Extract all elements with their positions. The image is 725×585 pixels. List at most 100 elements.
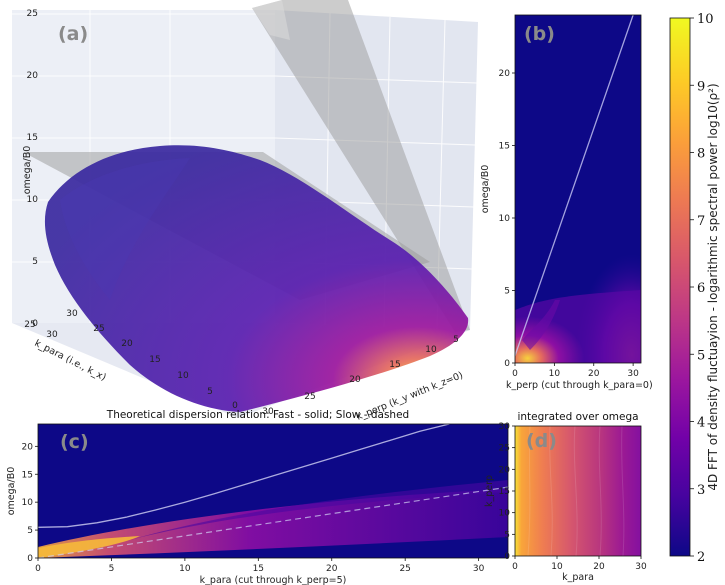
- y-tick-label: 10: [425, 345, 437, 355]
- y-tick-label: 5: [453, 335, 459, 345]
- y-tick-label: 5: [504, 530, 510, 540]
- spectral-power-volume-haze: [60, 158, 190, 300]
- panel-c-x-label: k_para (cut through k_perp=5): [200, 575, 347, 585]
- y-tick-label: 20: [22, 442, 34, 452]
- x-tick-label: 0: [35, 564, 41, 574]
- panel-b-y-ticks: 0 5 10 15 20: [499, 69, 515, 369]
- z-tick-label: 5: [32, 257, 38, 267]
- panel-a-y-ticks: 5 10 15 20 25 30: [262, 335, 459, 417]
- y-tick-label: 10: [499, 214, 511, 224]
- x-tick-label-back: 30: [46, 330, 58, 340]
- colorbar-tick-label: 7: [697, 214, 705, 229]
- panel-a-z-label: omega/B0: [22, 146, 33, 195]
- panel-d-contours: [527, 425, 625, 557]
- colorbar: 2 3 4 5 6 7 8 9 10 4D FFT of density fluctuayion…: [669, 12, 720, 565]
- colorbar-tick-label: 8: [697, 147, 705, 162]
- z-tick-label: 0: [32, 319, 38, 329]
- x-tick-label: 5: [109, 564, 115, 574]
- x-tick-label: 20: [588, 369, 600, 379]
- y-tick-label: 5: [504, 287, 510, 297]
- x-tick-label: 0: [512, 369, 518, 379]
- panel-b-x-ticks: 0 10 20 30: [512, 363, 639, 379]
- panel-c-tag: (c): [60, 431, 89, 453]
- y-tick-label: 10: [499, 509, 511, 519]
- x-tick-label: 20: [593, 562, 605, 572]
- panel-b-heat: [515, 196, 641, 363]
- y-tick-label: 15: [499, 487, 510, 497]
- x-tick-label: 0: [512, 562, 518, 572]
- y-tick-label: 10: [22, 498, 34, 508]
- panel-c-hot-core: [38, 536, 140, 558]
- panel-a-tag: (a): [58, 23, 88, 45]
- panel-c: 0 5 10 15 20 25 30 0 5 10 15 20 (c) k_para (cut th…: [6, 423, 509, 585]
- fast-mode-surface-edge: [252, 0, 290, 40]
- panel-d-tag: (d): [526, 430, 557, 452]
- panel-d-background: [515, 426, 641, 556]
- panel-b: 0 10 20 30 0 5 10 15 20 (b) k_perp (cut through…: [480, 14, 653, 391]
- y-tick-label: 0: [504, 359, 510, 369]
- y-tick-label: 20: [349, 375, 361, 385]
- x-tick-label: 10: [549, 369, 561, 379]
- y-tick-label: 0: [27, 554, 33, 564]
- z-tick-label: 25: [27, 9, 38, 19]
- colorbar-tick-label: 10: [697, 12, 714, 27]
- z-tick-label: 15: [27, 133, 38, 143]
- x-tick-label: 30: [473, 564, 485, 574]
- y-tick-label: 0: [504, 552, 510, 562]
- panel-c-x-ticks: 0 5 10 15 20 25 30: [35, 558, 485, 574]
- colorbar-gradient: [669, 17, 691, 557]
- y-tick-label: 25: [304, 392, 315, 402]
- colorbar-tick-label: 5: [697, 348, 705, 363]
- panel-d-x-ticks: 0 10 20 30: [512, 556, 647, 572]
- x-tick-label: 30: [66, 309, 78, 319]
- x-tick-label: 10: [551, 562, 563, 572]
- colorbar-tick-label: 6: [697, 281, 705, 296]
- panel-a-title: Theoretical dispersion relation: Fast - …: [106, 409, 409, 421]
- panel-d-title: integrated over omega: [517, 411, 638, 423]
- x-tick-label: 5: [207, 387, 213, 397]
- panel-b-hot-corner: [515, 270, 641, 363]
- y-tick-label: 25: [499, 444, 510, 454]
- panel-c-slow-wedge: [38, 489, 508, 558]
- x-tick-label: 10: [177, 371, 189, 381]
- panel-d-y-label: k_perp: [484, 475, 495, 507]
- panel-c-fast-mode-line: [37, 423, 450, 528]
- y-tick-label: 15: [389, 360, 400, 370]
- panel-a-x-ticks-back: 25 30: [24, 320, 58, 340]
- panel-b-x-label: k_perp (cut through k_para=0): [506, 380, 653, 391]
- y-tick-label: 5: [27, 526, 33, 536]
- z-tick-label: 10: [27, 195, 39, 205]
- y-tick-label: 15: [22, 470, 33, 480]
- x-tick-label: 30: [635, 562, 647, 572]
- panel-a-z-ticks: 0 5 10 15 20 25: [27, 9, 39, 329]
- x-tick-label: 20: [121, 339, 133, 349]
- y-tick-label: 15: [499, 142, 510, 152]
- colorbar-tick-label: 9: [697, 79, 705, 94]
- x-tick-label: 20: [326, 564, 338, 574]
- y-tick-label: 20: [499, 465, 511, 475]
- spectral-power-volume: [44, 145, 469, 412]
- panel-d-y-ticks: 0 5 10 15 20 25 30: [499, 422, 515, 562]
- y-tick-label: 30: [499, 422, 511, 432]
- z-tick-label: 20: [27, 71, 39, 81]
- x-tick-label: 15: [149, 355, 160, 365]
- panel-c-y-label: omega/B0: [6, 467, 17, 516]
- panel-d-x-label: k_para: [562, 572, 594, 583]
- panel-c-y-ticks: 0 5 10 15 20: [22, 442, 38, 564]
- y-tick-label: 30: [262, 407, 274, 417]
- panel-a-x-ticks: 0 5 10 15 20 25 30: [66, 309, 238, 411]
- colorbar-ticks: 2 3 4 5 6 7 8 9 10: [690, 12, 714, 565]
- colorbar-tick-label: 4: [697, 416, 705, 431]
- panel-c-frame: [37, 423, 509, 559]
- x-tick-label: 25: [93, 324, 104, 334]
- panel-b-y-label: omega/B0: [480, 165, 491, 214]
- panel-d: 0 10 20 30 0 5 10 15 20 25 30 (d) integrated over…: [484, 411, 647, 583]
- panel-b-frame: [514, 14, 642, 364]
- panel-b-mid-streak: [522, 300, 560, 350]
- x-tick-label: 0: [232, 401, 238, 411]
- colorbar-tick-label: 2: [697, 550, 705, 565]
- panel-b-fast-mode-line: [514, 14, 634, 356]
- panel-b-tag: (b): [524, 23, 555, 45]
- panel-a: (a) omega/B0 0 5 10 15 20 25 0 5 10 15 20 25 30 25 3…: [12, 0, 478, 423]
